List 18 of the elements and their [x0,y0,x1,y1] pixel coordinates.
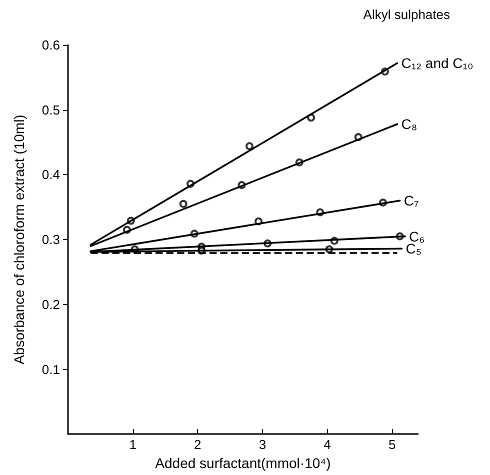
y-tick-label: 0.2 [42,296,60,312]
x-tick-label: 3 [258,437,266,452]
y-tick-label: 0.4 [42,167,60,182]
x-tick-label: 2 [194,437,202,452]
y-axis-title: Absorbance of chloroform extract (10ml) [11,114,27,364]
y-tick-label: 0.6 [42,38,60,52]
series-label: C₇ [404,192,419,209]
x-axis-title: Added surfactant(mmol·10⁴) [155,455,331,471]
text: Alkyl sulphates [363,7,450,22]
y-tick-label: 0.3 [42,232,60,248]
y-tick-label: 0.1 [42,362,60,377]
x-tick-label: 4 [324,437,331,452]
x-tick-label: 5 [388,437,396,452]
series-label: C₈ [401,116,418,132]
x-tick-label: 1 [129,437,136,452]
series-label: C₁₂ and C₁₀ [401,55,474,72]
series-label: C₆ [409,228,425,244]
y-tick-label: 0.5 [42,102,60,118]
